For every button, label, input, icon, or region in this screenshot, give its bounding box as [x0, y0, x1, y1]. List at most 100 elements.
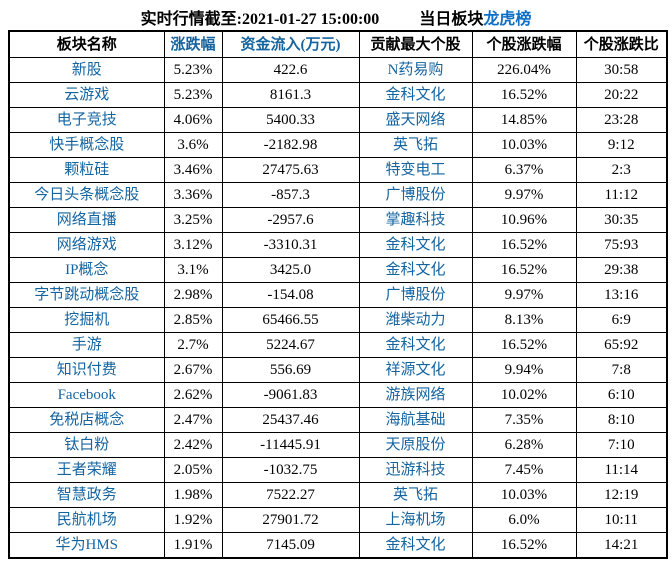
stock-change-pct-cell: 10.02% [471, 382, 577, 408]
change-pct-cell: 2.62% [163, 382, 223, 408]
capital-inflow-cell: -2182.98 [221, 132, 360, 158]
sector-name-link[interactable]: 手游 [8, 332, 165, 358]
change-pct-cell: 2.85% [163, 307, 223, 333]
top-stock-link[interactable]: 特变电工 [358, 157, 473, 183]
stock-change-pct-cell: 10.03% [471, 482, 577, 508]
stock-change-pct-cell: 16.52% [471, 257, 577, 283]
top-stock-link[interactable]: 金科文化 [358, 232, 473, 258]
capital-inflow-cell: 7145.09 [221, 532, 360, 559]
stock-updown-ratio-cell: 65:92 [575, 332, 668, 358]
sector-ranking-table: 板块名称 涨跌幅 资金流入(万元) 贡献最大个股 个股涨跌幅 个股涨跌比 新股 5… [8, 30, 668, 559]
table-row: 知识付费 2.67% 556.69 祥源文化 9.94% 7:8 [8, 357, 668, 383]
top-stock-link[interactable]: 金科文化 [358, 332, 473, 358]
header-sector-name: 板块名称 [8, 30, 165, 58]
change-pct-cell: 2.47% [163, 407, 223, 433]
table-row: 云游戏 5.23% 8161.3 金科文化 16.52% 20:22 [8, 82, 668, 108]
change-pct-cell: 3.6% [163, 132, 223, 158]
sector-name-link[interactable]: 今日头条概念股 [8, 182, 165, 208]
stock-updown-ratio-cell: 6:9 [575, 307, 668, 333]
sector-name-link[interactable]: 知识付费 [8, 357, 165, 383]
top-stock-link[interactable]: 广博股份 [358, 282, 473, 308]
stock-change-pct-cell: 16.52% [471, 232, 577, 258]
stock-updown-ratio-cell: 29:38 [575, 257, 668, 283]
capital-inflow-cell: 422.6 [221, 57, 360, 83]
sector-name-link[interactable]: 颗粒硅 [8, 157, 165, 183]
change-pct-cell: 1.92% [163, 507, 223, 533]
stock-updown-ratio-cell: 6:10 [575, 382, 668, 408]
sector-name-link[interactable]: 免税店概念 [8, 407, 165, 433]
stock-change-pct-cell: 9.94% [471, 357, 577, 383]
sector-name-link[interactable]: 电子竞技 [8, 107, 165, 133]
top-stock-link[interactable]: 英飞拓 [358, 132, 473, 158]
top-stock-link[interactable]: 上海机场 [358, 507, 473, 533]
sector-name-link[interactable]: IP概念 [8, 257, 165, 283]
change-pct-cell: 3.12% [163, 232, 223, 258]
header-stock-change-pct: 个股涨跌幅 [471, 30, 577, 58]
table-row: 免税店概念 2.47% 25437.46 海航基础 7.35% 8:10 [8, 407, 668, 433]
table-row: 钛白粉 2.42% -11445.91 天原股份 6.28% 7:10 [8, 432, 668, 458]
table-row: 民航机场 1.92% 27901.72 上海机场 6.0% 10:11 [8, 507, 668, 533]
capital-inflow-cell: 7522.27 [221, 482, 360, 508]
daily-board-prefix-label: 当日板块 [419, 11, 484, 28]
sector-name-link[interactable]: 王者荣耀 [8, 457, 165, 483]
sector-name-link[interactable]: 钛白粉 [8, 432, 165, 458]
stock-updown-ratio-cell: 9:12 [575, 132, 668, 158]
top-stock-link[interactable]: 游族网络 [358, 382, 473, 408]
stock-change-pct-cell: 7.45% [471, 457, 577, 483]
top-stock-link[interactable]: 海航基础 [358, 407, 473, 433]
capital-inflow-cell: -11445.91 [221, 432, 360, 458]
top-stock-link[interactable]: 祥源文化 [358, 357, 473, 383]
sector-name-link[interactable]: 字节跳动概念股 [8, 282, 165, 308]
change-pct-cell: 5.23% [163, 82, 223, 108]
sector-name-link[interactable]: 新股 [8, 57, 165, 83]
table-row: IP概念 3.1% 3425.0 金科文化 16.52% 29:38 [8, 257, 668, 283]
sector-name-link[interactable]: 网络游戏 [8, 232, 165, 258]
top-stock-link[interactable]: 天原股份 [358, 432, 473, 458]
change-pct-cell: 3.25% [163, 207, 223, 233]
stock-updown-ratio-cell: 8:10 [575, 407, 668, 433]
stock-change-pct-cell: 8.13% [471, 307, 577, 333]
sector-name-link[interactable]: 快手概念股 [8, 132, 165, 158]
header-row: 板块名称 涨跌幅 资金流入(万元) 贡献最大个股 个股涨跌幅 个股涨跌比 [8, 30, 668, 58]
table-row: 王者荣耀 2.05% -1032.75 迅游科技 7.45% 11:14 [8, 457, 668, 483]
stock-updown-ratio-cell: 30:35 [575, 207, 668, 233]
realtime-timestamp-label: 实时行情截至:2021-01-27 15:00:00 [140, 11, 380, 28]
top-stock-link[interactable]: 金科文化 [358, 257, 473, 283]
stock-change-pct-cell: 6.37% [471, 157, 577, 183]
top-stock-link[interactable]: 英飞拓 [358, 482, 473, 508]
header-capital-inflow[interactable]: 资金流入(万元) [221, 30, 360, 58]
table-row: 今日头条概念股 3.36% -857.3 广博股份 9.97% 11:12 [8, 182, 668, 208]
stock-change-pct-cell: 16.52% [471, 82, 577, 108]
capital-inflow-cell: -154.08 [221, 282, 360, 308]
capital-inflow-cell: -2957.6 [221, 207, 360, 233]
stock-updown-ratio-cell: 11:12 [575, 182, 668, 208]
page-title: 实时行情截至:2021-01-27 15:00:00 当日板块 龙虎榜 [0, 0, 672, 30]
stock-updown-ratio-cell: 2:3 [575, 157, 668, 183]
sector-name-link[interactable]: 智慧政务 [8, 482, 165, 508]
top-stock-link[interactable]: 潍柴动力 [358, 307, 473, 333]
top-stock-link[interactable]: 迅游科技 [358, 457, 473, 483]
table-row: 华为HMS 1.91% 7145.09 金科文化 16.52% 14:21 [8, 532, 668, 559]
stock-updown-ratio-cell: 7:10 [575, 432, 668, 458]
change-pct-cell: 2.7% [163, 332, 223, 358]
sector-name-link[interactable]: 民航机场 [8, 507, 165, 533]
top-stock-link[interactable]: 广博股份 [358, 182, 473, 208]
table-row: 电子竞技 4.06% 5400.33 盛天网络 14.85% 23:28 [8, 107, 668, 133]
sector-name-link[interactable]: 华为HMS [8, 532, 165, 559]
sector-name-link[interactable]: 挖掘机 [8, 307, 165, 333]
top-stock-link[interactable]: 盛天网络 [358, 107, 473, 133]
sector-name-link[interactable]: 云游戏 [8, 82, 165, 108]
stock-updown-ratio-cell: 10:11 [575, 507, 668, 533]
top-stock-link[interactable]: 掌趣科技 [358, 207, 473, 233]
table-row: 字节跳动概念股 2.98% -154.08 广博股份 9.97% 13:16 [8, 282, 668, 308]
top-stock-link[interactable]: N药易购 [358, 57, 473, 83]
header-change-pct[interactable]: 涨跌幅 [163, 30, 223, 58]
sector-name-link[interactable]: Facebook [8, 382, 165, 408]
stock-change-pct-cell: 9.97% [471, 182, 577, 208]
top-stock-link[interactable]: 金科文化 [358, 532, 473, 559]
sector-name-link[interactable]: 网络直播 [8, 207, 165, 233]
top-stock-link[interactable]: 金科文化 [358, 82, 473, 108]
longhu-ranking-link[interactable]: 龙虎榜 [483, 11, 532, 28]
stock-change-pct-cell: 10.03% [471, 132, 577, 158]
